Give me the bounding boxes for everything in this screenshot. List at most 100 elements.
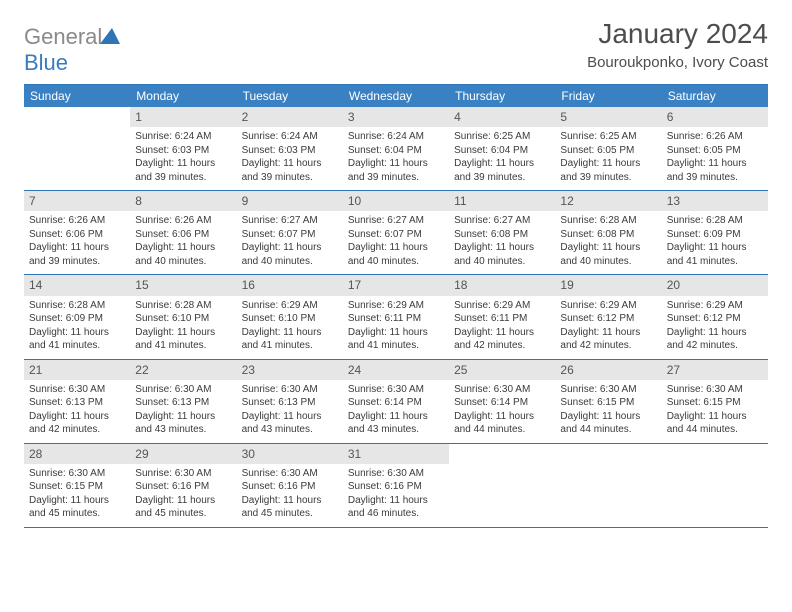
week-row: 7Sunrise: 6:26 AMSunset: 6:06 PMDaylight… bbox=[24, 191, 768, 275]
day-info: Sunrise: 6:28 AMSunset: 6:09 PMDaylight:… bbox=[662, 211, 768, 274]
day-number: 17 bbox=[343, 275, 449, 295]
day-cell: 23Sunrise: 6:30 AMSunset: 6:13 PMDayligh… bbox=[237, 360, 343, 443]
sunset-line: Sunset: 6:12 PM bbox=[560, 312, 656, 326]
logo: General Blue bbox=[24, 24, 120, 76]
logo-sail-icon bbox=[100, 24, 120, 50]
day-cell: . bbox=[555, 444, 661, 527]
day-info: Sunrise: 6:24 AMSunset: 6:03 PMDaylight:… bbox=[130, 127, 236, 190]
day-info: Sunrise: 6:26 AMSunset: 6:06 PMDaylight:… bbox=[24, 211, 130, 274]
day-number: 21 bbox=[24, 360, 130, 380]
daylight-line: Daylight: 11 hours and 39 minutes. bbox=[454, 157, 550, 184]
day-info: Sunrise: 6:30 AMSunset: 6:15 PMDaylight:… bbox=[555, 380, 661, 443]
sunset-line: Sunset: 6:13 PM bbox=[135, 396, 231, 410]
day-number: 24 bbox=[343, 360, 449, 380]
day-info: Sunrise: 6:30 AMSunset: 6:16 PMDaylight:… bbox=[130, 464, 236, 527]
day-cell: . bbox=[449, 444, 555, 527]
title-block: January 2024 Bouroukponko, Ivory Coast bbox=[587, 18, 768, 71]
day-cell: 7Sunrise: 6:26 AMSunset: 6:06 PMDaylight… bbox=[24, 191, 130, 274]
daylight-line: Daylight: 11 hours and 46 minutes. bbox=[348, 494, 444, 521]
day-number: 16 bbox=[237, 275, 343, 295]
day-cell: 26Sunrise: 6:30 AMSunset: 6:15 PMDayligh… bbox=[555, 360, 661, 443]
sunrise-line: Sunrise: 6:30 AM bbox=[454, 383, 550, 397]
day-number: 22 bbox=[130, 360, 236, 380]
day-cell: 9Sunrise: 6:27 AMSunset: 6:07 PMDaylight… bbox=[237, 191, 343, 274]
day-number: 28 bbox=[24, 444, 130, 464]
daylight-line: Daylight: 11 hours and 43 minutes. bbox=[348, 410, 444, 437]
day-number: 26 bbox=[555, 360, 661, 380]
daylight-line: Daylight: 11 hours and 44 minutes. bbox=[560, 410, 656, 437]
sunset-line: Sunset: 6:16 PM bbox=[135, 480, 231, 494]
sunset-line: Sunset: 6:05 PM bbox=[560, 144, 656, 158]
sunset-line: Sunset: 6:03 PM bbox=[242, 144, 338, 158]
sunset-line: Sunset: 6:14 PM bbox=[454, 396, 550, 410]
day-info: Sunrise: 6:29 AMSunset: 6:11 PMDaylight:… bbox=[343, 296, 449, 359]
week-row: 28Sunrise: 6:30 AMSunset: 6:15 PMDayligh… bbox=[24, 444, 768, 528]
day-number: 19 bbox=[555, 275, 661, 295]
day-number: 4 bbox=[449, 107, 555, 127]
daylight-line: Daylight: 11 hours and 44 minutes. bbox=[454, 410, 550, 437]
day-cell: 29Sunrise: 6:30 AMSunset: 6:16 PMDayligh… bbox=[130, 444, 236, 527]
logo-word-1: General bbox=[24, 24, 102, 49]
day-info: Sunrise: 6:29 AMSunset: 6:10 PMDaylight:… bbox=[237, 296, 343, 359]
sunset-line: Sunset: 6:08 PM bbox=[454, 228, 550, 242]
day-cell: . bbox=[662, 444, 768, 527]
daylight-line: Daylight: 11 hours and 45 minutes. bbox=[242, 494, 338, 521]
day-header: Monday bbox=[130, 85, 236, 107]
day-cell: 19Sunrise: 6:29 AMSunset: 6:12 PMDayligh… bbox=[555, 275, 661, 358]
daylight-line: Daylight: 11 hours and 40 minutes. bbox=[348, 241, 444, 268]
day-number: 6 bbox=[662, 107, 768, 127]
calendar-body: .1Sunrise: 6:24 AMSunset: 6:03 PMDayligh… bbox=[24, 107, 768, 528]
sunrise-line: Sunrise: 6:30 AM bbox=[667, 383, 763, 397]
day-cell: 14Sunrise: 6:28 AMSunset: 6:09 PMDayligh… bbox=[24, 275, 130, 358]
sunrise-line: Sunrise: 6:30 AM bbox=[242, 383, 338, 397]
day-number: 18 bbox=[449, 275, 555, 295]
sunrise-line: Sunrise: 6:26 AM bbox=[29, 214, 125, 228]
daylight-line: Daylight: 11 hours and 40 minutes. bbox=[135, 241, 231, 268]
sunset-line: Sunset: 6:08 PM bbox=[560, 228, 656, 242]
day-cell: 25Sunrise: 6:30 AMSunset: 6:14 PMDayligh… bbox=[449, 360, 555, 443]
day-number: 3 bbox=[343, 107, 449, 127]
sunset-line: Sunset: 6:15 PM bbox=[29, 480, 125, 494]
calendar: SundayMondayTuesdayWednesdayThursdayFrid… bbox=[24, 84, 768, 528]
daylight-line: Daylight: 11 hours and 40 minutes. bbox=[560, 241, 656, 268]
day-number: 31 bbox=[343, 444, 449, 464]
sunrise-line: Sunrise: 6:30 AM bbox=[135, 467, 231, 481]
sunrise-line: Sunrise: 6:29 AM bbox=[667, 299, 763, 313]
sunrise-line: Sunrise: 6:28 AM bbox=[667, 214, 763, 228]
week-row: .1Sunrise: 6:24 AMSunset: 6:03 PMDayligh… bbox=[24, 107, 768, 191]
day-cell: 16Sunrise: 6:29 AMSunset: 6:10 PMDayligh… bbox=[237, 275, 343, 358]
daylight-line: Daylight: 11 hours and 42 minutes. bbox=[560, 326, 656, 353]
daylight-line: Daylight: 11 hours and 45 minutes. bbox=[29, 494, 125, 521]
day-number: 9 bbox=[237, 191, 343, 211]
day-cell: 18Sunrise: 6:29 AMSunset: 6:11 PMDayligh… bbox=[449, 275, 555, 358]
sunset-line: Sunset: 6:16 PM bbox=[242, 480, 338, 494]
day-info: Sunrise: 6:24 AMSunset: 6:03 PMDaylight:… bbox=[237, 127, 343, 190]
day-cell: 12Sunrise: 6:28 AMSunset: 6:08 PMDayligh… bbox=[555, 191, 661, 274]
day-header: Sunday bbox=[24, 85, 130, 107]
day-number: 12 bbox=[555, 191, 661, 211]
sunset-line: Sunset: 6:09 PM bbox=[667, 228, 763, 242]
day-cell: 24Sunrise: 6:30 AMSunset: 6:14 PMDayligh… bbox=[343, 360, 449, 443]
day-info: Sunrise: 6:26 AMSunset: 6:06 PMDaylight:… bbox=[130, 211, 236, 274]
sunset-line: Sunset: 6:06 PM bbox=[135, 228, 231, 242]
day-info: Sunrise: 6:30 AMSunset: 6:16 PMDaylight:… bbox=[343, 464, 449, 527]
day-info: Sunrise: 6:30 AMSunset: 6:15 PMDaylight:… bbox=[24, 464, 130, 527]
day-cell: 20Sunrise: 6:29 AMSunset: 6:12 PMDayligh… bbox=[662, 275, 768, 358]
daylight-line: Daylight: 11 hours and 39 minutes. bbox=[242, 157, 338, 184]
sunset-line: Sunset: 6:07 PM bbox=[348, 228, 444, 242]
sunrise-line: Sunrise: 6:30 AM bbox=[29, 383, 125, 397]
day-number: 2 bbox=[237, 107, 343, 127]
sunrise-line: Sunrise: 6:30 AM bbox=[560, 383, 656, 397]
daylight-line: Daylight: 11 hours and 39 minutes. bbox=[560, 157, 656, 184]
day-info: Sunrise: 6:27 AMSunset: 6:07 PMDaylight:… bbox=[343, 211, 449, 274]
daylight-line: Daylight: 11 hours and 41 minutes. bbox=[29, 326, 125, 353]
day-info: Sunrise: 6:25 AMSunset: 6:04 PMDaylight:… bbox=[449, 127, 555, 190]
daylight-line: Daylight: 11 hours and 41 minutes. bbox=[667, 241, 763, 268]
sunrise-line: Sunrise: 6:27 AM bbox=[454, 214, 550, 228]
day-header: Thursday bbox=[449, 85, 555, 107]
sunset-line: Sunset: 6:10 PM bbox=[135, 312, 231, 326]
sunset-line: Sunset: 6:09 PM bbox=[29, 312, 125, 326]
sunset-line: Sunset: 6:04 PM bbox=[348, 144, 444, 158]
day-cell: 22Sunrise: 6:30 AMSunset: 6:13 PMDayligh… bbox=[130, 360, 236, 443]
day-cell: . bbox=[24, 107, 130, 190]
